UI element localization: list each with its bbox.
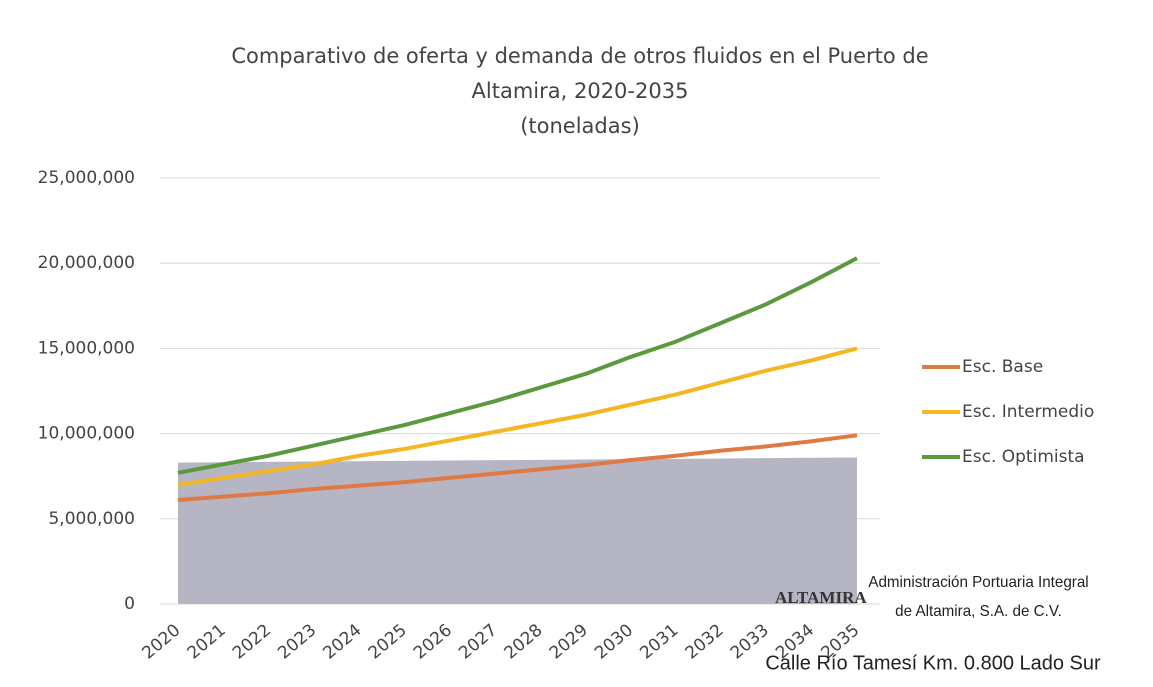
y-tick-label: 0	[124, 594, 135, 614]
y-tick-label: 25,000,000	[38, 168, 135, 188]
y-tick-label: 5,000,000	[48, 509, 135, 529]
chart-title: Altamira, 2020-2035	[472, 79, 689, 103]
y-tick-label: 10,000,000	[38, 424, 135, 444]
chart-title: Comparativo de oferta y demanda de otros…	[231, 44, 928, 68]
y-tick-label: 15,000,000	[38, 338, 135, 358]
stamp-text: de Altamira, S.A. de C.V.	[895, 603, 1062, 620]
stamp-address: Calle Río Tamesí Km. 0.800 Lado Sur	[765, 652, 1101, 674]
legend-label: Esc. Intermedio	[962, 402, 1094, 422]
chart-subtitle: (toneladas)	[520, 114, 640, 138]
line	[177, 433, 858, 503]
stamp-text: Administración Portuaria Integral	[868, 574, 1088, 591]
legend-label: Esc. Optimista	[962, 447, 1085, 467]
legend-label: Esc. Base	[962, 357, 1043, 377]
stamp-logo: ALTAMIRA	[775, 588, 867, 607]
y-tick-label: 20,000,000	[38, 253, 135, 273]
line	[177, 256, 858, 475]
line	[177, 346, 858, 487]
area	[178, 457, 857, 604]
